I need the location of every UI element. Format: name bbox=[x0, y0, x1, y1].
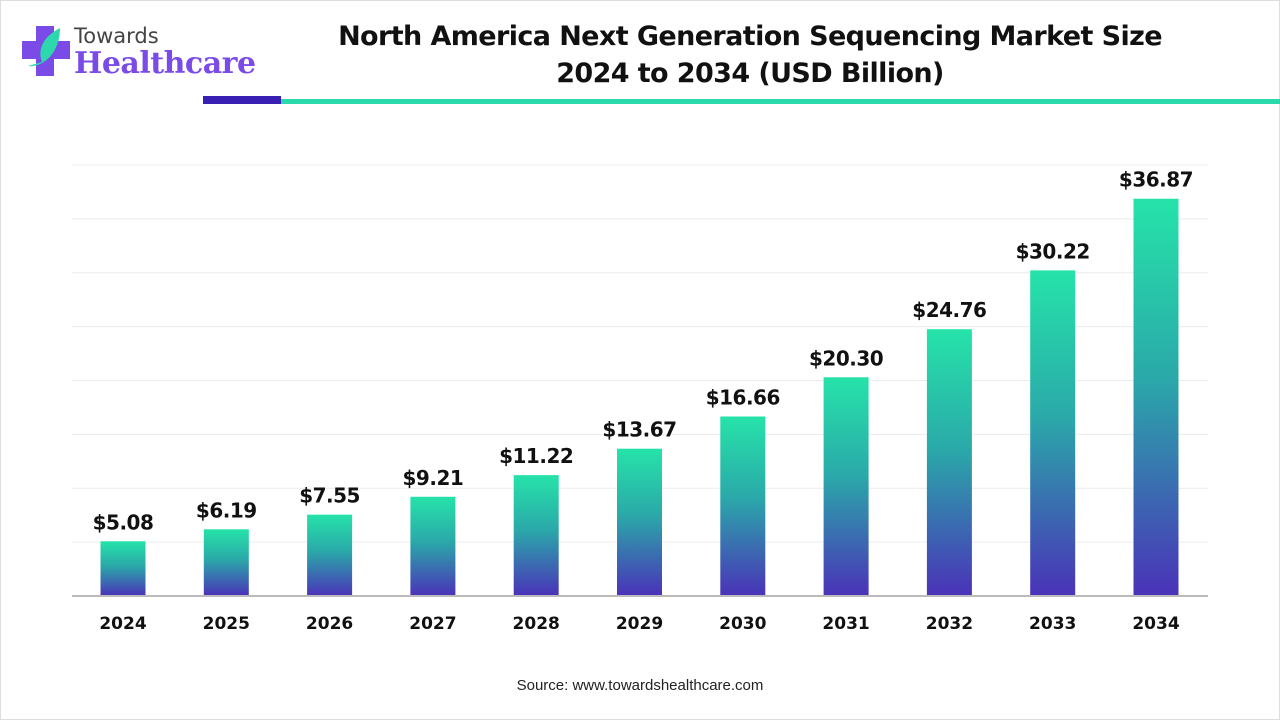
bar-2026 bbox=[307, 514, 353, 596]
x-tick-label: 2029 bbox=[616, 614, 663, 634]
bar-2024 bbox=[100, 541, 146, 596]
logo: Towards Healthcare bbox=[22, 24, 256, 84]
title-underline-purple bbox=[203, 96, 281, 104]
data-label: $5.08 bbox=[93, 510, 154, 534]
x-tick-label: 2028 bbox=[513, 614, 560, 634]
medical-cross-leaf-icon bbox=[22, 26, 70, 76]
x-tick-label: 2027 bbox=[409, 614, 456, 634]
data-label: $20.30 bbox=[809, 346, 883, 370]
data-label: $24.76 bbox=[912, 298, 986, 322]
logo-text-towards: Towards bbox=[74, 24, 159, 48]
bar-2031 bbox=[823, 377, 869, 596]
x-tick-label: 2026 bbox=[306, 614, 353, 634]
data-label: $6.19 bbox=[196, 498, 257, 522]
data-label: $36.87 bbox=[1119, 168, 1193, 192]
x-tick-label: 2033 bbox=[1029, 614, 1076, 634]
bar-2027 bbox=[410, 496, 456, 596]
bar-2032 bbox=[926, 329, 972, 596]
x-tick-label: 2025 bbox=[203, 614, 250, 634]
bar-2034 bbox=[1133, 198, 1179, 596]
chart-title: North America Next Generation Sequencing… bbox=[300, 18, 1200, 92]
title-line-2: 2024 to 2034 (USD Billion) bbox=[556, 58, 944, 89]
x-tick-label: 2030 bbox=[719, 614, 766, 634]
x-tick-label: 2034 bbox=[1132, 614, 1179, 634]
data-label: $30.22 bbox=[1016, 239, 1090, 263]
x-tick-label: 2032 bbox=[926, 614, 973, 634]
data-label: $9.21 bbox=[403, 466, 464, 490]
bar-2028 bbox=[513, 475, 559, 596]
bar-2029 bbox=[617, 448, 662, 596]
bar-2033 bbox=[1030, 270, 1076, 596]
source-note: Source: www.towardshealthcare.com bbox=[516, 677, 764, 694]
data-label: $7.55 bbox=[299, 484, 360, 508]
bar-2030 bbox=[720, 416, 766, 596]
data-label: $13.67 bbox=[602, 418, 676, 442]
title-line-1: North America Next Generation Sequencing… bbox=[338, 21, 1162, 52]
logo-text-healthcare: Healthcare bbox=[74, 46, 256, 81]
x-tick-label: 2031 bbox=[822, 614, 869, 634]
bar-2025 bbox=[203, 529, 249, 596]
data-label: $16.66 bbox=[706, 385, 780, 409]
title-underline-teal bbox=[281, 99, 1280, 104]
x-tick-label: 2024 bbox=[99, 614, 146, 634]
data-label: $11.22 bbox=[499, 444, 573, 468]
